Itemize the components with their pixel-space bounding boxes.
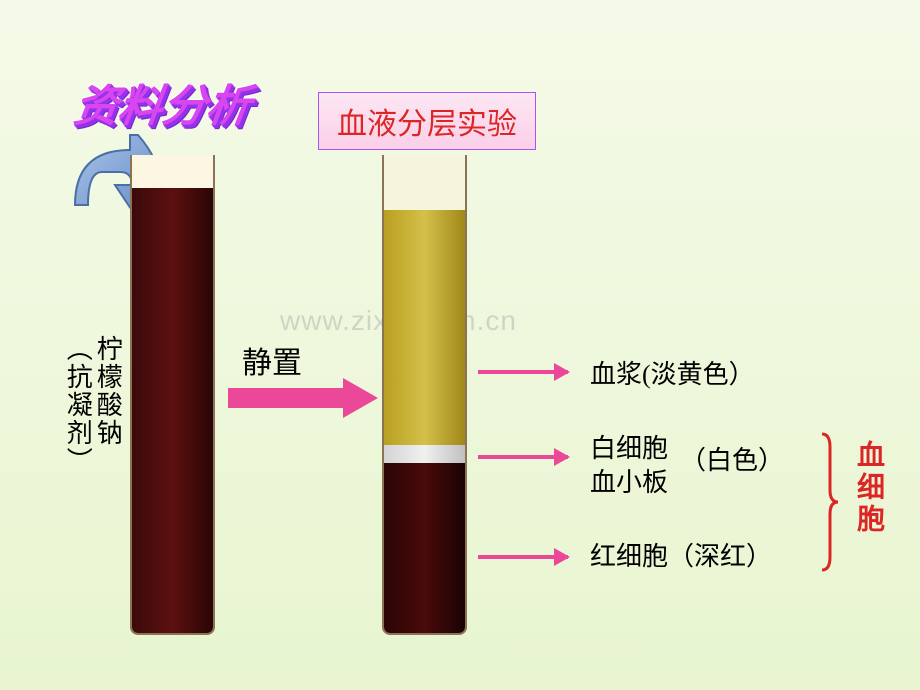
settling-label: 静置	[242, 338, 302, 382]
plasma-layer	[384, 210, 465, 445]
analysis-title: 资料分析	[71, 70, 256, 134]
blood-cells-bracket-icon	[820, 432, 840, 572]
wbc-line2: 血小板	[590, 468, 668, 497]
experiment-title-box: 血液分层实验	[318, 92, 536, 150]
pointer-arrow-rbc	[478, 555, 568, 559]
test-tube-left	[130, 155, 215, 635]
rbc-label: 红细胞（深红）	[590, 540, 772, 574]
whole-blood-layer	[132, 188, 213, 633]
process-arrow-icon	[228, 378, 378, 418]
rbc-layer	[384, 463, 465, 633]
anticoagulant-name-label: 柠檬酸钠	[92, 335, 123, 447]
wbc-color-note: （白色）	[680, 444, 784, 478]
pointer-arrow-plasma	[478, 370, 568, 374]
buffy-coat-layer	[384, 445, 465, 463]
blood-cells-group-label: 血细胞	[848, 440, 888, 536]
wbc-platelet-label: 白细胞 血小板	[590, 432, 668, 500]
wbc-line1: 白细胞	[590, 434, 668, 463]
pointer-arrow-wbc	[478, 455, 568, 459]
plasma-label: 血浆(淡黄色）	[590, 358, 755, 392]
test-tube-right	[382, 155, 467, 635]
anticoagulant-paren-label: （抗凝剂）	[62, 335, 93, 475]
